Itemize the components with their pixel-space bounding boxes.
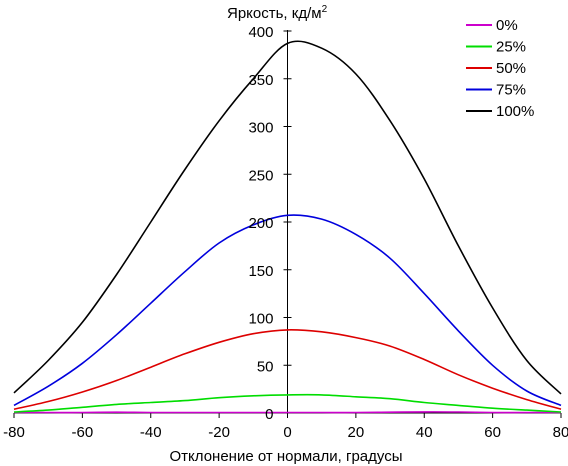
series-line-0pct [14, 411, 561, 414]
x-tick-label: -20 [208, 424, 230, 441]
legend-label-50pct: 50% [496, 60, 526, 77]
x-tick-label: 40 [416, 424, 433, 441]
y-tick-label: 300 [248, 120, 273, 137]
legend-label-75pct: 75% [496, 82, 526, 99]
y-tick-label: 100 [248, 311, 273, 328]
x-tick-label: -80 [3, 424, 25, 441]
x-tick-label: -40 [140, 424, 162, 441]
tick-labels: -80 -60 -40 -20 0 20 40 60 80 0 50 100 150 200 250 300 3… [3, 24, 568, 441]
series-lines [13, 40, 562, 414]
y-tick-label: 400 [248, 24, 273, 41]
series-line-25pct [13, 393, 562, 413]
x-tick-label: 80 [553, 424, 568, 441]
x-axis-title: Отклонение от нормали, градусы [170, 448, 403, 465]
legend: 0% 25% 50% 75% 100% [466, 17, 534, 120]
x-tick-label: -60 [72, 424, 94, 441]
x-tick-label: 20 [348, 424, 365, 441]
axes [13, 30, 562, 418]
legend-label-25pct: 25% [496, 39, 526, 56]
legend-label-0pct: 0% [496, 17, 518, 34]
series-line-50pct [13, 329, 562, 410]
legend-label-100pct: 100% [496, 103, 534, 120]
y-tick-label: 50 [257, 358, 274, 375]
series-line-75pct [13, 214, 562, 407]
y-tick-label: 350 [248, 72, 273, 89]
y-tick-label: 150 [248, 263, 273, 280]
y-tick-label: 0 [265, 406, 273, 423]
x-tick-label: 0 [283, 424, 291, 441]
y-axis-title: Яркость, кд/м2 [227, 4, 328, 22]
y-tick-label: 250 [248, 167, 273, 184]
y-tick-label: 200 [248, 215, 273, 232]
series-line-100pct [13, 40, 562, 395]
x-tick-label: 60 [484, 424, 501, 441]
